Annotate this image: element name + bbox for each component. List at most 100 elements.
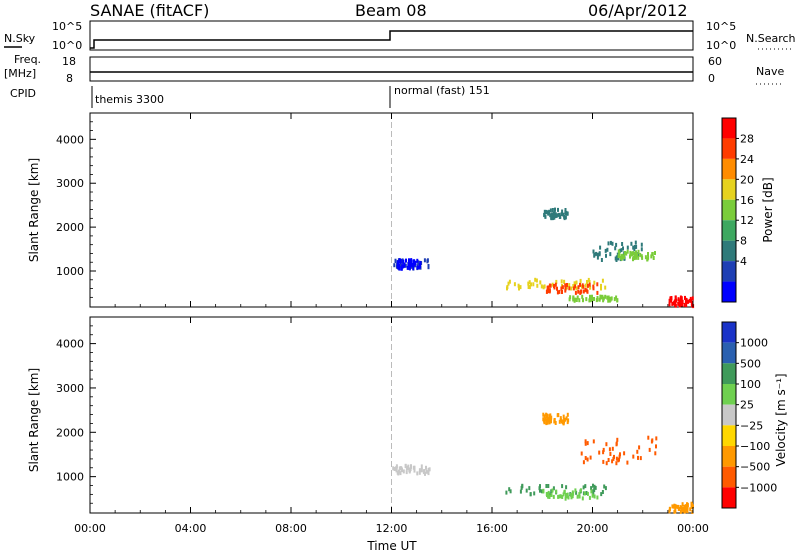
range-gate-cell xyxy=(592,483,594,488)
range-gate-cell xyxy=(569,295,572,300)
range-gate-cell xyxy=(395,466,398,471)
range-gate-cell xyxy=(690,504,693,509)
y-tick-label: 2000 xyxy=(56,221,84,234)
range-gate-cell xyxy=(404,463,407,468)
range-gate-cell xyxy=(590,486,593,491)
range-gate-cell xyxy=(411,262,414,267)
range-gate-cell xyxy=(611,241,614,246)
freq-label-1: Freq. xyxy=(14,53,41,66)
nave-bottom-tick: 0 xyxy=(708,72,715,85)
range-gate-cell xyxy=(635,255,638,260)
range-gate-cell xyxy=(536,283,539,288)
colorbar-segment xyxy=(722,384,736,405)
range-gate-cell xyxy=(588,280,591,284)
range-gate-cell xyxy=(588,282,591,287)
range-gate-cell xyxy=(398,263,401,268)
range-gate-cell xyxy=(553,418,556,423)
range-gate-cell xyxy=(586,491,589,496)
range-gate-cell xyxy=(557,413,560,417)
range-gate-cell xyxy=(677,301,680,306)
colorbar-segment xyxy=(722,404,736,426)
range-gate-cell xyxy=(583,491,586,496)
range-gate-cell xyxy=(528,285,531,290)
range-gate-cell xyxy=(673,300,676,305)
range-gate-cell xyxy=(604,248,607,253)
colorbar-segment xyxy=(722,179,736,200)
range-gate-cell xyxy=(547,289,550,294)
range-gate-cell xyxy=(588,298,591,303)
range-gate-cell xyxy=(539,280,542,285)
range-gate-cell xyxy=(562,212,565,217)
range-gate-cell xyxy=(633,251,636,256)
range-gate-cell xyxy=(554,214,557,219)
range-gate-cell xyxy=(596,252,599,257)
range-gate-cell xyxy=(541,489,543,494)
range-gate-cell xyxy=(566,285,568,290)
range-gate-cell xyxy=(654,451,657,456)
range-gate-cell xyxy=(393,263,396,268)
range-gate-cell xyxy=(655,436,658,441)
range-gate-cell xyxy=(596,290,599,295)
range-gate-cell xyxy=(670,296,673,300)
range-gate-cell xyxy=(585,297,588,302)
range-gate-cell xyxy=(574,284,577,289)
range-gate-cell xyxy=(604,294,607,299)
range-gate-cell xyxy=(579,278,582,283)
range-gate-cell xyxy=(582,289,585,294)
range-gate-cell xyxy=(630,241,633,246)
range-gate-cell xyxy=(546,493,548,498)
range-gate-cell xyxy=(410,258,413,263)
range-gate-cell xyxy=(575,298,578,302)
range-gate-cell xyxy=(584,283,587,288)
y-tick-label: 4000 xyxy=(56,338,84,351)
range-gate-cell xyxy=(419,260,422,265)
range-gate-cell xyxy=(589,298,592,303)
range-gate-cell xyxy=(416,471,419,476)
range-gate-cell xyxy=(404,263,407,268)
range-gate-cell xyxy=(571,490,574,495)
range-gate-cell xyxy=(637,249,640,254)
range-gate-cell xyxy=(602,450,605,455)
range-gate-cell xyxy=(578,494,581,499)
x-tick-label: 00:00 xyxy=(74,522,106,535)
x-tick-label: 16:00 xyxy=(476,522,508,535)
range-gate-cell xyxy=(561,285,564,290)
x-tick-label: 08:00 xyxy=(275,522,307,535)
colorbar-segment xyxy=(722,425,736,446)
range-gate-cell xyxy=(686,505,689,510)
range-gate-cell xyxy=(547,285,550,290)
range-gate-cell xyxy=(680,302,683,307)
range-gate-cell xyxy=(634,240,637,245)
range-gate-cell xyxy=(410,464,412,469)
range-gate-cell xyxy=(591,493,594,498)
station-title: SANAE (fitACF) xyxy=(90,1,209,20)
range-gate-cell xyxy=(668,298,671,303)
range-gate-cell xyxy=(412,266,415,271)
range-gate-cell xyxy=(636,449,639,454)
range-gate-cell xyxy=(591,294,593,299)
colorbar-tick-label: −1000 xyxy=(740,481,777,494)
range-gate-cell xyxy=(525,488,528,493)
range-gate-cell xyxy=(582,460,585,465)
range-gate-cell xyxy=(680,296,683,301)
range-gate-cell xyxy=(576,494,579,499)
range-gate-cell xyxy=(655,444,657,449)
y-tick-label: 3000 xyxy=(56,177,84,190)
range-gate-cell xyxy=(626,245,629,250)
range-gate-cell xyxy=(616,298,619,303)
colorbar-tick-label: 28 xyxy=(740,132,754,145)
range-gate-cell xyxy=(602,459,605,464)
range-gate-cell xyxy=(572,295,575,300)
range-gate-cell xyxy=(412,259,415,264)
range-gate-cell xyxy=(686,509,689,514)
range-gate-cell xyxy=(528,486,531,491)
colorbar-segment xyxy=(722,322,736,343)
range-gate-cell xyxy=(615,258,618,262)
cpid-mode-2: normal (fast) 151 xyxy=(394,84,490,97)
range-gate-cell xyxy=(617,254,620,259)
range-gate-cell xyxy=(618,454,621,459)
range-gate-cell xyxy=(570,286,573,291)
range-gate-cell xyxy=(399,263,402,268)
colorbar-tick-label: 12 xyxy=(740,214,754,227)
power-y-axis: 1000 2000 3000 4000 xyxy=(56,121,693,298)
